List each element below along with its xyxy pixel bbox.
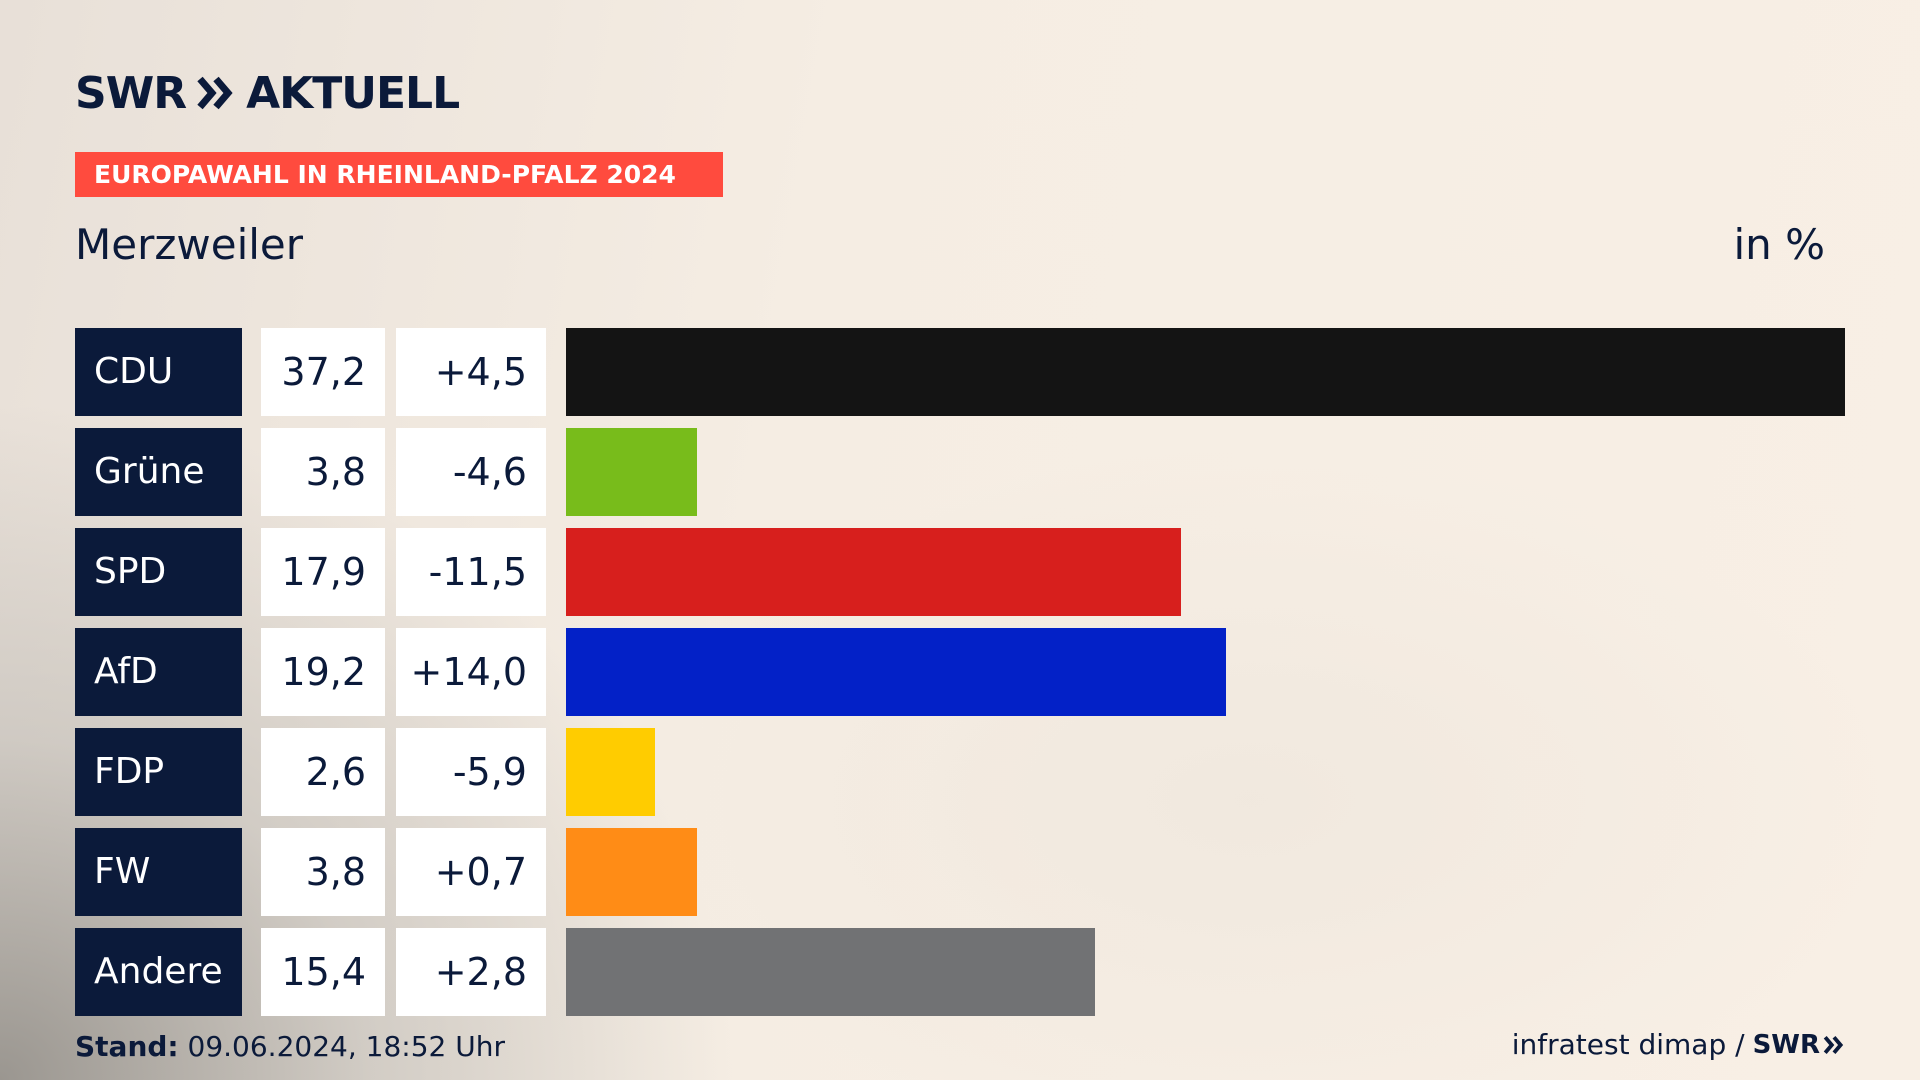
chart-row: SPD 17,9 -11,5 xyxy=(75,528,1845,616)
swr-mini-logo: SWR xyxy=(1753,1030,1845,1060)
result-bar xyxy=(566,528,1181,616)
logo-aktuell-text: AKTUELL xyxy=(246,67,460,119)
result-bar xyxy=(566,728,655,816)
party-label: FDP xyxy=(75,728,242,816)
vote-change-value: +2,8 xyxy=(396,928,546,1016)
logo-swr-text: SWR xyxy=(75,67,187,119)
result-bar xyxy=(566,328,1845,416)
party-label: AfD xyxy=(75,628,242,716)
vote-share-value: 15,4 xyxy=(261,928,385,1016)
chart-row: CDU 37,2 +4,5 xyxy=(75,328,1845,416)
party-label: CDU xyxy=(75,328,242,416)
swr-aktuell-logo: SWR AKTUELL xyxy=(75,67,460,119)
chart-row: AfD 19,2 +14,0 xyxy=(75,628,1845,716)
result-bar xyxy=(566,928,1095,1016)
party-label: Grüne xyxy=(75,428,242,516)
region-title: Merzweiler xyxy=(75,220,304,269)
vote-share-value: 19,2 xyxy=(261,628,385,716)
election-badge: EUROPAWAHL IN RHEINLAND-PFALZ 2024 xyxy=(75,152,723,197)
chart-row: FDP 2,6 -5,9 xyxy=(75,728,1845,816)
chart-row: Andere 15,4 +2,8 xyxy=(75,928,1845,1016)
vote-share-value: 2,6 xyxy=(261,728,385,816)
vote-change-value: +4,5 xyxy=(396,328,546,416)
result-bar xyxy=(566,428,697,516)
vote-change-value: +0,7 xyxy=(396,828,546,916)
unit-label: in % xyxy=(1733,220,1825,269)
vote-change-value: -5,9 xyxy=(396,728,546,816)
vote-share-value: 3,8 xyxy=(261,828,385,916)
vote-share-value: 3,8 xyxy=(261,428,385,516)
double-chevron-icon xyxy=(197,76,233,110)
source-text: infratest dimap / xyxy=(1511,1028,1745,1061)
double-chevron-icon xyxy=(1823,1035,1844,1054)
vote-share-value: 17,9 xyxy=(261,528,385,616)
result-bar xyxy=(566,628,1226,716)
chart-row: FW 3,8 +0,7 xyxy=(75,828,1845,916)
source-credit: infratest dimap / SWR xyxy=(1512,1028,1845,1061)
vote-change-value: -11,5 xyxy=(396,528,546,616)
stand-value: 09.06.2024, 18:52 Uhr xyxy=(178,1030,505,1063)
vote-change-value: +14,0 xyxy=(396,628,546,716)
vote-change-value: -4,6 xyxy=(396,428,546,516)
result-bar xyxy=(566,828,697,916)
party-label: Andere xyxy=(75,928,242,1016)
chart-row: Grüne 3,8 -4,6 xyxy=(75,428,1845,516)
party-label: FW xyxy=(75,828,242,916)
mini-logo-text: SWR xyxy=(1752,1029,1820,1060)
timestamp: Stand: 09.06.2024, 18:52 Uhr xyxy=(75,1030,505,1063)
stand-label: Stand: xyxy=(75,1030,179,1063)
vote-share-value: 37,2 xyxy=(261,328,385,416)
party-label: SPD xyxy=(75,528,242,616)
